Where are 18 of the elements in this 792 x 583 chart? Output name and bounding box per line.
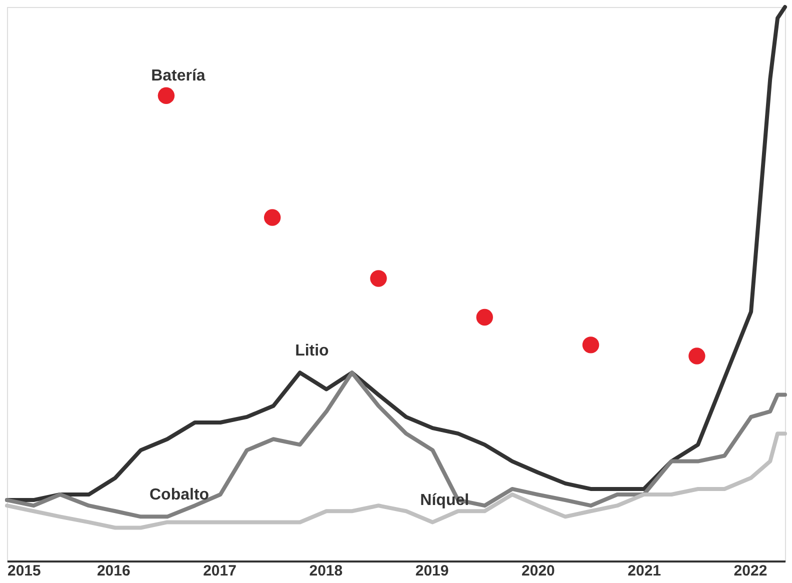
point: [158, 87, 175, 104]
x-tick-label: 2022: [734, 562, 768, 580]
x-tick-label: 2020: [522, 562, 555, 580]
point: [688, 348, 706, 364]
x-tick-label: 2019: [415, 562, 449, 580]
series-label: Litio: [295, 342, 330, 360]
x-tick-label: 2021: [628, 562, 662, 580]
point: [582, 336, 600, 354]
point: [370, 270, 387, 287]
x-tick-label: 2018: [309, 562, 343, 580]
point: [264, 209, 281, 226]
x-tick-label: 2015: [8, 562, 41, 580]
x-tick-label: 2016: [96, 562, 130, 580]
x-tick-label: 2017: [203, 562, 236, 580]
series-label: Cobalto: [149, 486, 210, 504]
point: [476, 308, 493, 326]
series-label: Níquel: [420, 492, 470, 510]
series-label: Batería: [151, 68, 206, 85]
